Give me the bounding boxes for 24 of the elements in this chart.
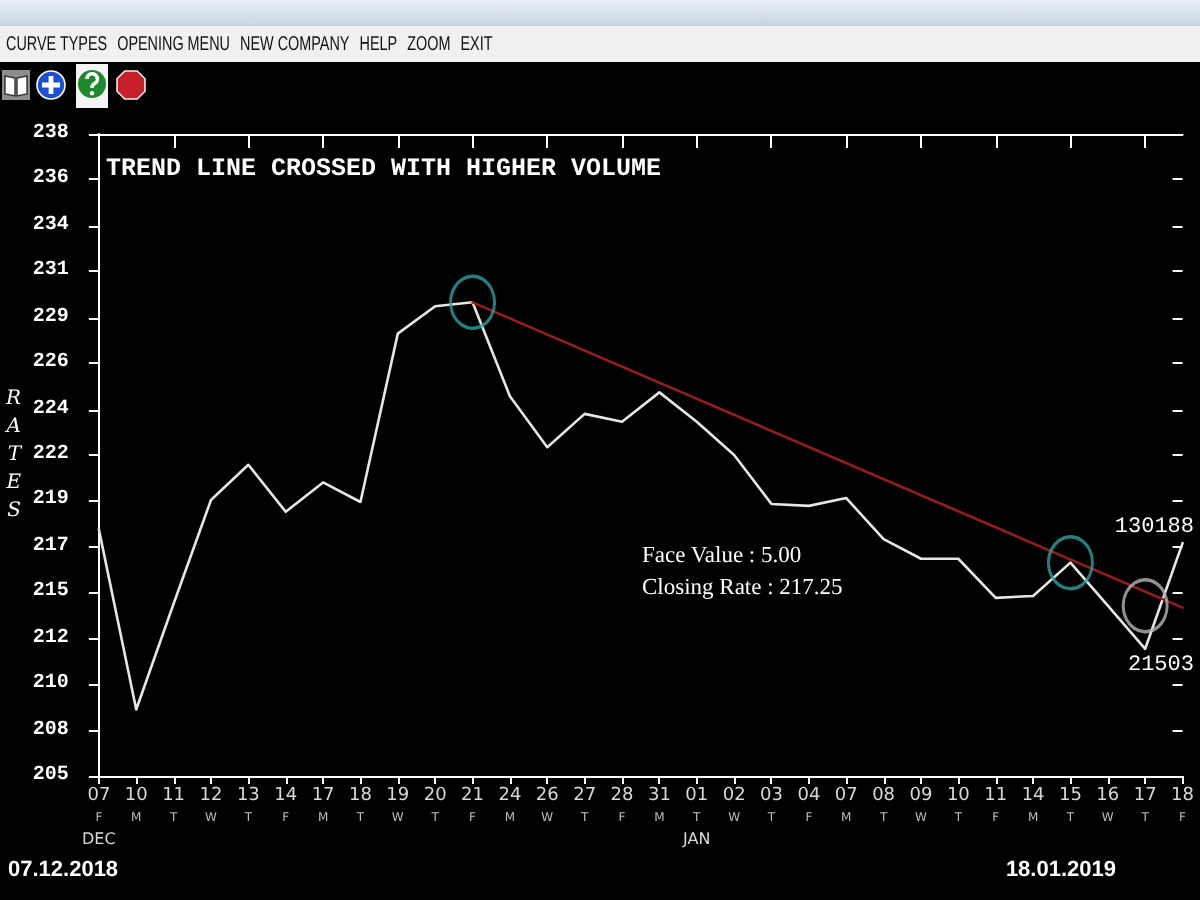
text: TREND LINE CROSSED WITH HIGHER VOLUME bbox=[106, 155, 662, 183]
y-tick-label: 238 bbox=[32, 123, 69, 145]
y-tick-label: 212 bbox=[32, 627, 69, 650]
y-tick-label: 229 bbox=[32, 306, 69, 329]
annotation: Closing Rate : 217.25 bbox=[642, 576, 844, 600]
text: 07.12.2018 bbox=[8, 858, 119, 882]
annotation: 130188 bbox=[1114, 516, 1194, 540]
annotation: Face Value : 5.00 bbox=[642, 544, 802, 568]
annotation: 21503 bbox=[1127, 654, 1194, 678]
y-tick-label: 205 bbox=[32, 765, 69, 787]
menu-bar: CURVE TYPES OPENING MENU NEW COMPANY HELP ZOOM EXIT bbox=[0, 26, 1200, 62]
y-tick-label: 236 bbox=[32, 168, 69, 191]
y-tick-label: 217 bbox=[32, 535, 69, 558]
text: 18.01.2019 bbox=[1005, 858, 1116, 882]
y-tick-label: 226 bbox=[32, 352, 69, 375]
y-tick-label: 215 bbox=[32, 581, 69, 604]
y-tick-label: 224 bbox=[32, 398, 69, 421]
y-tick-label: 231 bbox=[32, 260, 69, 283]
y-tick-label: 210 bbox=[32, 673, 69, 696]
y-axis-title: RATES bbox=[4, 388, 24, 522]
y-tick-label: 222 bbox=[32, 444, 69, 466]
y-tick-label: 234 bbox=[32, 214, 69, 237]
y-tick-label: 219 bbox=[32, 489, 69, 512]
y-tick-label: 208 bbox=[32, 719, 69, 742]
